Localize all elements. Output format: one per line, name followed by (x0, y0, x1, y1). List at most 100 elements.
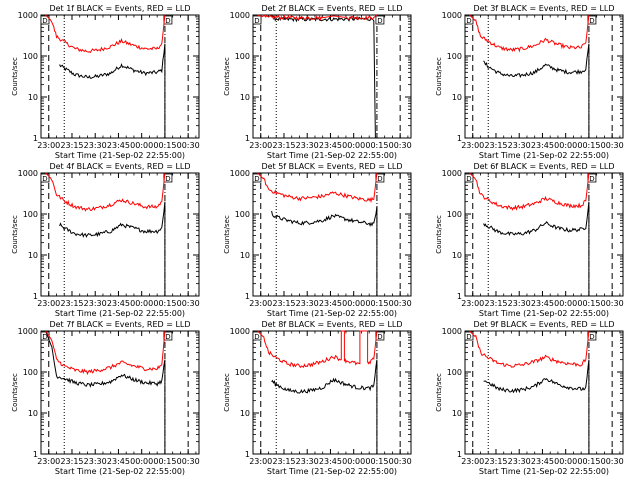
y-tick-label: 100 (23, 368, 38, 377)
y-tick-label: 10 (28, 251, 38, 260)
y-tick-label: 1 (245, 450, 250, 459)
x-tick-label: 23:45 (531, 457, 554, 466)
events-series-line (271, 359, 378, 454)
x-tick-label: 00:30 (389, 299, 412, 308)
x-tick-label: 23:15 (272, 141, 295, 150)
x-axis-label: Start Time (21-Sep-02 22:55:00) (55, 309, 185, 318)
x-tick-label: 23:00 (37, 299, 60, 308)
x-tick-label: 23:45 (107, 457, 130, 466)
x-tick-label: 23:15 (484, 141, 507, 150)
y-tick-label: 1 (457, 450, 462, 459)
x-tick-label: 23:45 (107, 299, 130, 308)
x-tick-label: 00:15 (365, 299, 388, 308)
y-tick-label: 1000 (18, 11, 38, 20)
y-tick-label: 100 (23, 210, 38, 219)
x-tick-label: 23:30 (296, 141, 319, 150)
x-axis-label: Start Time (21-Sep-02 22:55:00) (267, 467, 397, 476)
x-tick-label: 23:15 (484, 457, 507, 466)
x-axis-label: Start Time (21-Sep-02 22:55:00) (55, 151, 185, 160)
x-axis-label: Start Time (21-Sep-02 22:55:00) (55, 467, 185, 476)
lld-series-line (257, 14, 378, 21)
marker-d-label: D (42, 17, 47, 25)
x-tick-label: 00:15 (153, 457, 176, 466)
y-axis-label: Counts/sec (435, 373, 443, 412)
panel-title: Det 9f BLACK = Events, RED = LLD (473, 320, 614, 329)
marker-d-label: D (466, 175, 471, 183)
marker-d-label: D (589, 175, 594, 183)
marker-d-box (375, 15, 385, 25)
y-axis-label: Counts/sec (223, 215, 231, 254)
marker-d-label: D (165, 175, 170, 183)
marker-d-label: D (165, 17, 170, 25)
marker-d-label: D (254, 175, 259, 183)
marker-d-box (252, 173, 262, 183)
marker-d-label: D (42, 175, 47, 183)
x-tick-label: 23:30 (508, 141, 531, 150)
plot-frame (464, 330, 624, 455)
marker-d-box (464, 173, 474, 183)
plot-frame (464, 172, 624, 297)
lld-series-line (45, 172, 166, 212)
x-axis-label: Start Time (21-Sep-02 22:55:00) (479, 309, 609, 318)
y-tick-label: 10 (452, 409, 462, 418)
y-axis-label: Counts/sec (435, 215, 443, 254)
x-tick-label: 00:15 (365, 141, 388, 150)
x-tick-label: 23:30 (508, 457, 531, 466)
y-tick-label: 100 (447, 368, 462, 377)
lld-series-line (469, 330, 590, 368)
x-tick-label: 00:30 (177, 299, 200, 308)
plot-frame (252, 172, 412, 297)
marker-d-box (464, 15, 474, 25)
events-series-line (483, 201, 590, 296)
lld-series-line (469, 14, 590, 53)
x-tick-label: 23:00 (37, 141, 60, 150)
lld-series-line (257, 330, 378, 369)
x-tick-label: 00:30 (601, 299, 624, 308)
y-tick-label: 100 (23, 52, 38, 61)
x-tick-label: 23:30 (84, 457, 107, 466)
panel-title: Det 5f BLACK = Events, RED = LLD (261, 162, 402, 171)
x-tick-label: 23:30 (296, 457, 319, 466)
y-tick-label: 100 (447, 210, 462, 219)
y-axis-label: Counts/sec (11, 215, 19, 254)
panel-title: Det 8f BLACK = Events, RED = LLD (261, 320, 402, 329)
y-tick-label: 100 (447, 52, 462, 61)
y-tick-label: 100 (235, 52, 250, 61)
x-tick-label: 00:00 (554, 299, 577, 308)
y-tick-label: 10 (452, 93, 462, 102)
x-tick-label: 00:30 (177, 141, 200, 150)
marker-d-box (40, 173, 50, 183)
marker-d-label: D (466, 17, 471, 25)
y-tick-label: 1000 (230, 169, 250, 178)
x-tick-label: 23:00 (249, 141, 272, 150)
marker-d-label: D (165, 333, 170, 341)
x-tick-label: 23:15 (272, 299, 295, 308)
x-tick-label: 00:15 (577, 299, 600, 308)
marker-d-label: D (254, 17, 259, 25)
x-tick-label: 23:45 (531, 141, 554, 150)
x-tick-label: 23:30 (84, 299, 107, 308)
x-tick-label: 23:45 (319, 457, 342, 466)
x-tick-label: 23:30 (296, 299, 319, 308)
y-tick-label: 10 (452, 251, 462, 260)
plot-frame (252, 330, 412, 455)
x-axis-label: Start Time (21-Sep-02 22:55:00) (267, 151, 397, 160)
x-tick-label: 00:00 (342, 141, 365, 150)
y-tick-label: 1 (33, 292, 38, 301)
x-tick-label: 00:15 (365, 457, 388, 466)
marker-d-label: D (377, 333, 382, 341)
y-tick-label: 10 (240, 93, 250, 102)
marker-d-label: D (589, 333, 594, 341)
y-axis-label: Counts/sec (11, 57, 19, 96)
y-tick-label: 10 (28, 409, 38, 418)
y-tick-label: 1000 (442, 327, 462, 336)
plot-frame (40, 14, 200, 139)
y-tick-label: 1000 (18, 169, 38, 178)
lld-series-line (45, 330, 166, 376)
x-tick-label: 23:15 (484, 299, 507, 308)
x-tick-label: 23:30 (508, 299, 531, 308)
plot-frame (252, 14, 412, 139)
y-tick-label: 100 (235, 210, 250, 219)
events-series-line (45, 330, 166, 454)
